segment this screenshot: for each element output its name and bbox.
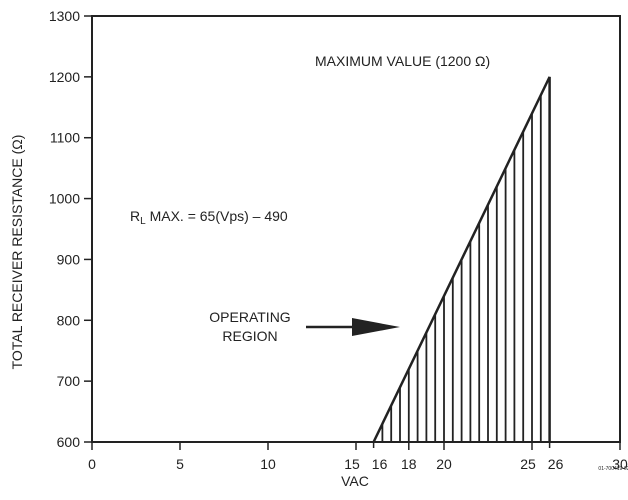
y-tick-label: 800 bbox=[57, 312, 81, 328]
y-tick-label: 700 bbox=[57, 373, 81, 389]
equation-rest: MAX. = 65(Vps) – 490 bbox=[146, 208, 288, 224]
y-tick-label: 1300 bbox=[49, 8, 80, 24]
equation-annotation: RL MAX. = 65(Vps) – 490 bbox=[130, 208, 288, 227]
x-tick-label: 16 bbox=[372, 456, 388, 472]
operating-region-label-line2: REGION bbox=[222, 328, 277, 344]
operating-region-label-line1: OPERATING bbox=[209, 309, 290, 325]
x-tick-label: 18 bbox=[401, 456, 417, 472]
max-resistance-line bbox=[372, 76, 551, 443]
plot-frame bbox=[91, 15, 621, 443]
y-tick-label: 1000 bbox=[49, 191, 80, 207]
x-tick-label: 26 bbox=[548, 456, 564, 472]
y-tick-label: 1200 bbox=[49, 69, 80, 85]
max-value-annotation: MAXIMUM VALUE (1200 Ω) bbox=[315, 53, 490, 69]
equation-subscript: L bbox=[140, 216, 146, 227]
x-tick-label: 25 bbox=[520, 456, 536, 472]
y-tick-label: 600 bbox=[57, 434, 81, 450]
x-tick-label: 30 bbox=[612, 456, 628, 472]
y-tick-label: 900 bbox=[57, 251, 81, 267]
arrow-icon bbox=[306, 318, 400, 336]
y-tick-label: 1100 bbox=[50, 130, 80, 146]
x-tick-label: 0 bbox=[88, 456, 96, 472]
x-axis-ticks: 0 5 10 15 16 18 20 25 26 30 bbox=[88, 442, 628, 472]
equation-r: R bbox=[130, 208, 140, 224]
x-tick-label: 20 bbox=[436, 456, 452, 472]
y-axis-ticks: 600 700 800 900 1000 1100 1200 1300 bbox=[49, 8, 92, 450]
operating-region-boundary bbox=[372, 76, 551, 443]
x-tick-label: 5 bbox=[176, 456, 184, 472]
x-axis-title: VAC bbox=[341, 473, 369, 489]
x-tick-label: 10 bbox=[260, 456, 276, 472]
figure-id: 01-700419-02 bbox=[598, 466, 628, 472]
y-axis-title: TOTAL RECEIVER RESISTANCE (Ω) bbox=[9, 135, 25, 370]
x-tick-label: 15 bbox=[344, 456, 360, 472]
